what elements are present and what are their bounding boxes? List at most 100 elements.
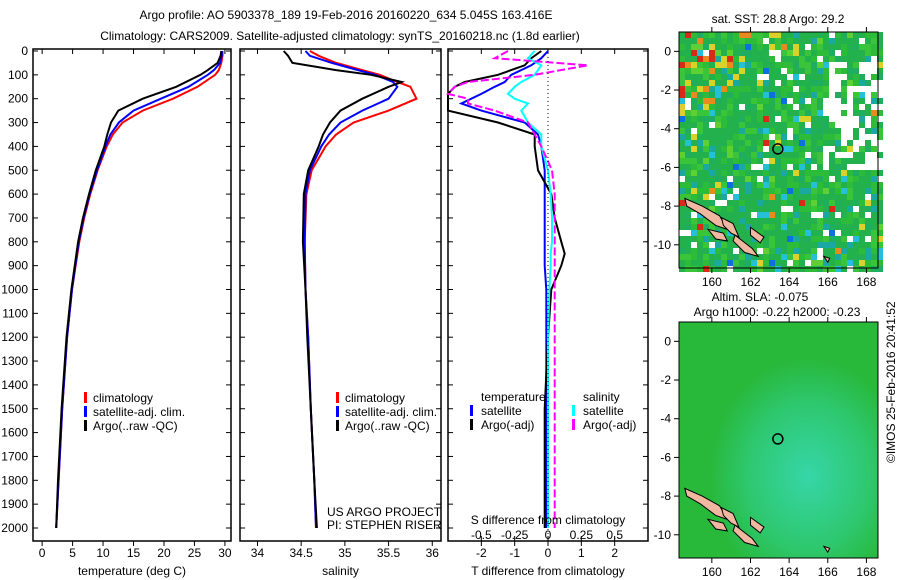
sst-pixel [853, 122, 859, 128]
sst-pixel [805, 134, 811, 140]
x-tick-label: 35 [338, 546, 352, 560]
sst-pixel [739, 230, 745, 236]
sst-pixel [841, 260, 847, 266]
sst-pixel [751, 110, 757, 116]
sst-pixel [745, 56, 751, 62]
x-tick-label: 2 [611, 546, 618, 560]
sst-pixel [763, 236, 769, 242]
sst-pixel [811, 260, 817, 266]
sst-pixel [763, 170, 769, 176]
sst-pixel [775, 212, 781, 218]
sst-pixel [799, 248, 805, 254]
x-tick-label: 164 [779, 565, 799, 579]
sst-pixel [823, 140, 829, 146]
sst-pixel [811, 152, 817, 158]
sst-pixel [769, 56, 775, 62]
sst-pixel [715, 266, 721, 272]
sst-pixel [793, 80, 799, 86]
sst-pixel [871, 92, 877, 98]
sst-pixel [739, 146, 745, 152]
sst-pixel [763, 146, 769, 152]
sst-pixel [793, 260, 799, 266]
sst-pixel [805, 164, 811, 170]
sst-pixel [757, 62, 763, 68]
sst-pixel [685, 206, 691, 212]
sst-pixel [793, 110, 799, 116]
sst-pixel [781, 248, 787, 254]
sst-pixel [799, 92, 805, 98]
sst-pixel [727, 44, 733, 50]
sst-pixel [721, 98, 727, 104]
sst-pixel [691, 158, 697, 164]
y-tick-label: 0 [664, 44, 671, 58]
sst-pixel [715, 188, 721, 194]
sst-pixel [697, 98, 703, 104]
sst-pixel [823, 128, 829, 134]
sst-pixel [763, 32, 769, 38]
sst-pixel [817, 188, 823, 194]
legend-label: satellite [481, 404, 522, 418]
sst-pixel [817, 104, 823, 110]
sst-pixel [775, 98, 781, 104]
sst-pixel [805, 146, 811, 152]
sst-pixel [751, 152, 757, 158]
sst-pixel [877, 68, 883, 74]
sst-pixel [709, 200, 715, 206]
sst-pixel [745, 86, 751, 92]
sst-pixel [769, 50, 775, 56]
sst-pixel [703, 86, 709, 92]
sst-pixel [847, 224, 853, 230]
sst-pixel [877, 164, 883, 170]
sst-pixel [835, 194, 841, 200]
sst-pixel [739, 86, 745, 92]
sst-pixel [709, 206, 715, 212]
sst-pixel [847, 260, 853, 266]
sst-pixel [739, 116, 745, 122]
sst-pixel [691, 116, 697, 122]
sst-pixel [877, 86, 883, 92]
x-tick-label: 166 [818, 275, 838, 289]
sst-pixel [763, 230, 769, 236]
sst-pixel [775, 164, 781, 170]
sst-pixel [733, 224, 739, 230]
sst-pixel [685, 212, 691, 218]
sst-pixel [805, 50, 811, 56]
sst-pixel [787, 92, 793, 98]
sst-pixel [817, 146, 823, 152]
y-tick-label: 1600 [1, 426, 28, 440]
sst-pixel [859, 74, 865, 80]
sst-pixel [787, 56, 793, 62]
sst-pixel [799, 56, 805, 62]
y-tick-label: 600 [8, 187, 28, 201]
sst-pixel [853, 248, 859, 254]
sst-pixel [679, 224, 685, 230]
sst-pixel [847, 134, 853, 140]
sst-pixel [757, 170, 763, 176]
sst-pixel [679, 230, 685, 236]
sst-pixel [739, 62, 745, 68]
sst-pixel [793, 152, 799, 158]
sst-pixel [739, 32, 745, 38]
sst-pixel [757, 206, 763, 212]
sst-pixel [859, 266, 865, 272]
sst-pixel [847, 92, 853, 98]
sst-pixel [769, 86, 775, 92]
sst-pixel [781, 182, 787, 188]
sst-pixel [805, 206, 811, 212]
sst-pixel [811, 176, 817, 182]
sst-pixel [871, 194, 877, 200]
y-tick-label: 700 [8, 211, 28, 225]
sst-pixel [763, 200, 769, 206]
sst-pixel [811, 158, 817, 164]
sst-pixel [721, 104, 727, 110]
sst-pixel [769, 248, 775, 254]
sst-pixel [697, 218, 703, 224]
sst-pixel [853, 194, 859, 200]
sst-pixel [727, 128, 733, 134]
sst-pixel [733, 254, 739, 260]
sst-pixel [745, 260, 751, 266]
x2-tick-label: 0 [545, 528, 552, 542]
sst-pixel [751, 176, 757, 182]
sst-pixel [715, 110, 721, 116]
sst-pixel [841, 242, 847, 248]
